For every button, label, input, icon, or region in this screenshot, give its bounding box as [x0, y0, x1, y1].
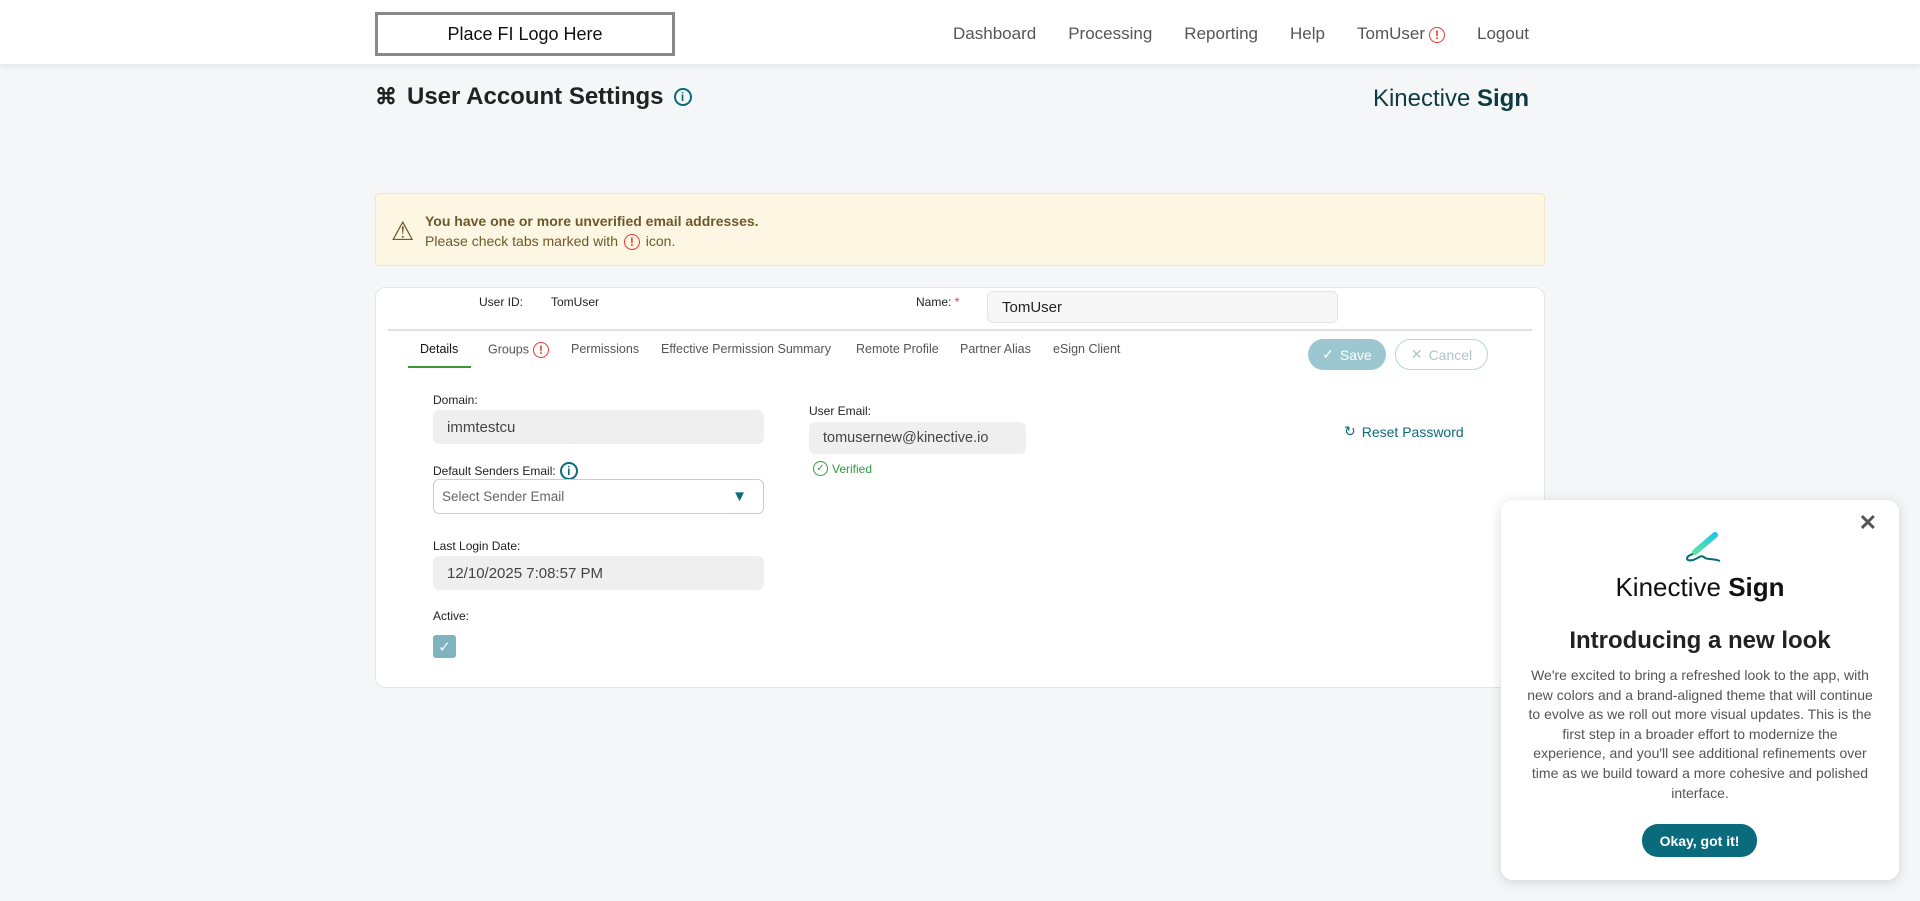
senders-label: Default Senders Email: i [433, 462, 578, 480]
modal-body: We're excited to bring a refreshed look … [1527, 667, 1873, 801]
check-circle-icon: ✓ [813, 461, 828, 476]
name-input[interactable]: TomUser [987, 291, 1338, 323]
top-header: Place FI Logo Here Dashboard Processing … [0, 0, 1920, 64]
fi-logo-placeholder: Place FI Logo Here [375, 12, 675, 56]
command-icon: ⌘ [375, 84, 397, 109]
alert-icon: ! [533, 342, 549, 358]
brand-light: Kinective [1372, 85, 1471, 112]
info-icon[interactable]: i [673, 88, 692, 106]
unverified-email-alert: ⚠ You have one or more unverified email … [375, 193, 1545, 266]
user-email-input: tomusernew@kinective.io [809, 422, 1026, 454]
cancel-label: Cancel [1428, 346, 1473, 363]
modal-brand: Kinective Sign [1501, 572, 1899, 603]
user-id-label: User ID: [479, 295, 524, 309]
tab-groups-label: Groups [488, 342, 529, 357]
reset-password-label: Reset Password [1361, 423, 1464, 440]
check-icon: ✓ [1322, 346, 1334, 362]
close-icon[interactable]: ✕ [1858, 510, 1877, 535]
domain-label: Domain: [433, 393, 478, 407]
last-login-input: 12/10/2025 7:08:57 PM [433, 556, 764, 590]
tab-effective-permission-summary[interactable]: Effective Permission Summary [661, 342, 831, 356]
active-tab-underline [408, 366, 471, 368]
name-label: Name: * [916, 295, 959, 309]
okay-got-it-button[interactable]: Okay, got it! [1642, 824, 1757, 857]
nav-processing[interactable]: Processing [1068, 24, 1153, 43]
tab-esign-client[interactable]: eSign Client [1053, 342, 1121, 356]
nav-help[interactable]: Help [1290, 24, 1325, 43]
divider [388, 329, 1532, 331]
active-label: Active: [433, 609, 470, 623]
caret-down-icon: ▼ [732, 488, 747, 505]
verified-status: ✓ Verified [813, 461, 872, 476]
nav-user-label: TomUser [1356, 24, 1425, 43]
alert-body-pre: Please check tabs marked with [425, 233, 618, 249]
reset-icon: ↻ [1344, 423, 1356, 439]
alert-icon: ! [623, 234, 640, 251]
senders-label-text: Default Senders Email: [433, 464, 556, 478]
active-checkbox[interactable]: ✓ [433, 635, 456, 658]
new-look-modal: ✕ Kinective Sign Introducing a new look … [1501, 500, 1899, 880]
nav-reporting[interactable]: Reporting [1184, 24, 1259, 43]
alert-body-post: icon. [645, 233, 676, 249]
page-title: ⌘ User Account Settings i [375, 83, 692, 111]
reset-password-link[interactable]: ↻ Reset Password [1344, 423, 1464, 440]
required-marker: * [954, 295, 960, 309]
warning-icon: ⚠ [391, 216, 415, 246]
brand-logo: Kinective Sign [1373, 85, 1529, 113]
sender-email-select[interactable]: Select Sender Email ▼ [433, 479, 764, 514]
tab-details[interactable]: Details [420, 342, 459, 356]
nav-logout[interactable]: Logout [1477, 24, 1529, 43]
modal-brand-bold: Sign [1728, 572, 1785, 602]
close-icon: ✕ [1410, 346, 1423, 362]
info-icon[interactable]: i [559, 462, 578, 480]
last-login-label: Last Login Date: [433, 539, 521, 553]
modal-brand-light: Kinective [1615, 572, 1721, 602]
tab-remote-profile[interactable]: Remote Profile [856, 342, 939, 356]
nav-dashboard[interactable]: Dashboard [953, 24, 1037, 43]
page-title-text: User Account Settings [407, 83, 664, 110]
name-label-text: Name: [916, 295, 952, 309]
user-id-value: TomUser [551, 295, 600, 309]
user-email-label: User Email: [809, 404, 872, 418]
alert-title: You have one or more unverified email ad… [425, 213, 759, 229]
modal-heading: Introducing a new look [1569, 627, 1831, 654]
nav-user[interactable]: TomUser! [1357, 24, 1445, 44]
alert-icon: ! [1429, 26, 1445, 43]
tab-partner-alias[interactable]: Partner Alias [960, 342, 1031, 356]
tab-permissions[interactable]: Permissions [571, 342, 640, 356]
tab-groups[interactable]: Groups! [488, 342, 549, 358]
sender-email-placeholder: Select Sender Email [442, 489, 565, 504]
alert-body: Please check tabs marked with ! icon. [425, 233, 676, 251]
cancel-button[interactable]: ✕ Cancel [1395, 339, 1488, 370]
save-button[interactable]: ✓ Save [1308, 339, 1386, 370]
save-label: Save [1339, 346, 1372, 363]
domain-input: immtestcu [433, 410, 764, 444]
main-nav: Dashboard Processing Reporting Help TomU… [953, 0, 1529, 68]
brand-bold: Sign [1477, 85, 1529, 112]
pen-signature-icon [1686, 532, 1721, 562]
verified-label: Verified [832, 461, 873, 476]
